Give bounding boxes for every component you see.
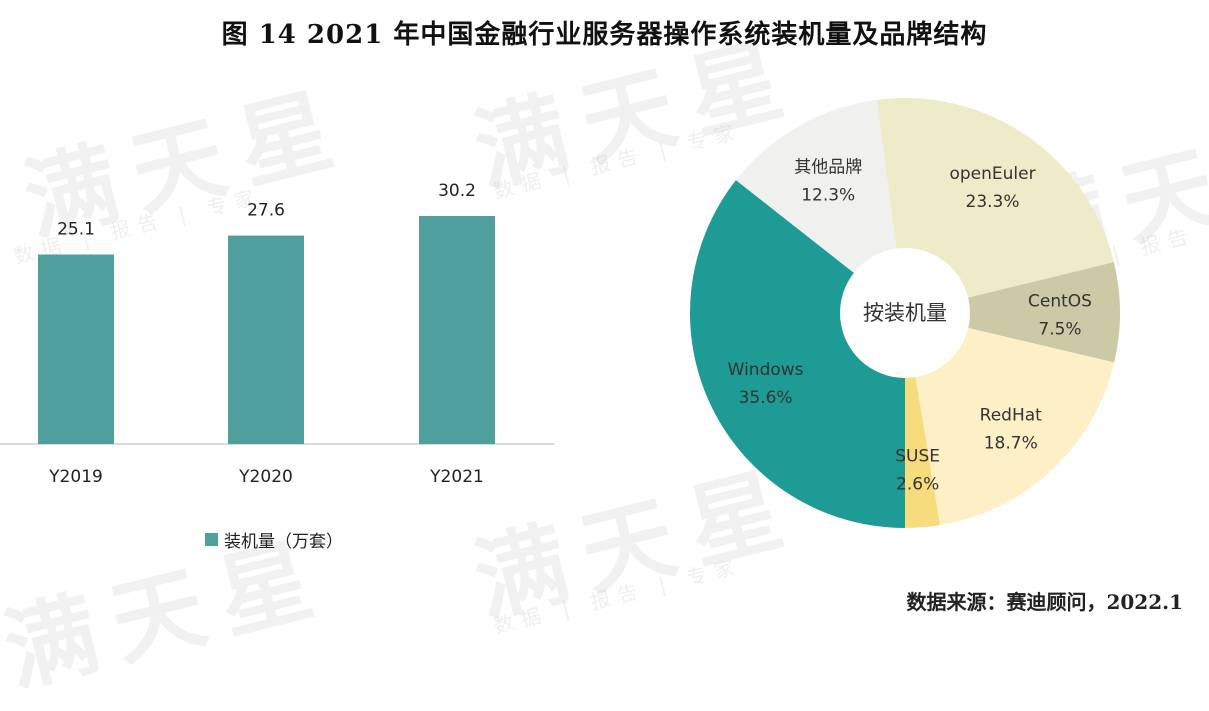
bar-legend: 装机量（万套） xyxy=(205,527,343,552)
bar-value-label: 25.1 xyxy=(57,219,95,239)
legend-swatch xyxy=(205,533,218,546)
slice-value-label: 23.3% xyxy=(966,192,1020,212)
slice-value-label: 18.7% xyxy=(984,433,1038,453)
donut-center-label: 按装机量 xyxy=(863,301,947,325)
slice-label: RedHat xyxy=(980,405,1042,425)
data-source: 数据来源：赛迪顾问，2022.1 xyxy=(906,590,1183,614)
x-tick-label: Y2020 xyxy=(238,467,293,487)
bar-chart: 25.1 Y2019 27.6 Y2020 30.2 Y2021 xyxy=(0,181,555,487)
slice-label: SUSE xyxy=(895,446,940,466)
slice-label: CentOS xyxy=(1028,292,1092,312)
slice-label: Windows xyxy=(728,360,804,380)
bar xyxy=(38,254,114,444)
x-tick-label: Y2021 xyxy=(429,467,484,487)
figure-title: 图 14 2021 年中国金融行业服务器操作系统装机量及品牌结构 xyxy=(221,20,988,50)
slice-value-label: 35.6% xyxy=(739,388,793,408)
x-tick-label: Y2019 xyxy=(48,467,103,487)
bar-value-label: 27.6 xyxy=(247,201,285,221)
donut-slice xyxy=(905,313,1115,526)
slice-label: 其他品牌 xyxy=(794,157,862,177)
slice-value-label: 12.3% xyxy=(801,185,855,205)
donut-hole xyxy=(840,248,970,378)
donut-chart: 按装机量 Windows 35.6% 其他品牌 12.3% openEuler 23.3%… xyxy=(690,98,1120,528)
donut-slice xyxy=(905,262,1120,363)
donut-slice xyxy=(735,99,905,313)
donut-slice xyxy=(690,180,905,528)
bar xyxy=(419,215,495,444)
bar-value-label: 30.2 xyxy=(438,181,476,201)
legend-label: 装机量（万套） xyxy=(224,532,343,552)
slice-value-label: 2.6% xyxy=(896,474,939,494)
bar xyxy=(228,235,304,444)
slice-value-label: 7.5% xyxy=(1038,320,1081,340)
slice-label: openEuler xyxy=(949,164,1035,184)
